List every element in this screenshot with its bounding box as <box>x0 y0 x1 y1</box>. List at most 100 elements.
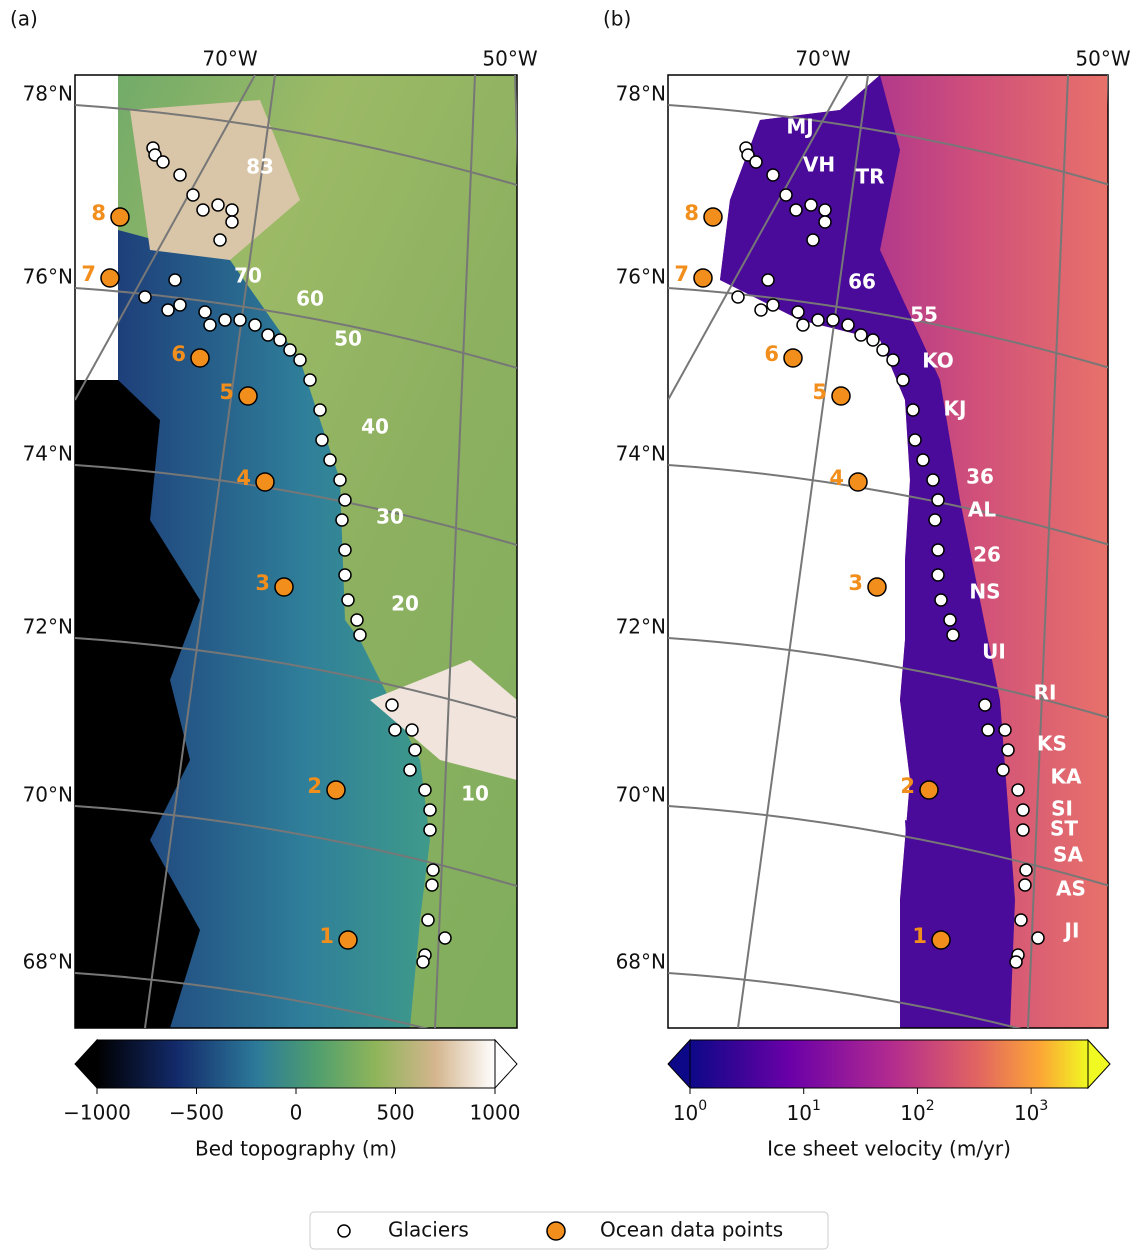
lon-label: 50°W <box>482 47 537 71</box>
ocean-label: 8 <box>91 201 106 225</box>
glacier-marker <box>273 333 287 347</box>
glacier-marker <box>761 273 775 287</box>
glacier-marker <box>998 723 1012 737</box>
glacier-marker <box>385 698 399 712</box>
ocean-point <box>931 930 951 950</box>
graticule-line <box>75 104 517 186</box>
glacier-label: 10 <box>461 782 489 806</box>
glacier-marker <box>315 433 329 447</box>
lat-label: 76°N <box>23 265 73 289</box>
glacier-marker <box>161 303 175 317</box>
ocean-label: 6 <box>171 342 186 366</box>
ocean-point <box>255 472 275 492</box>
lat-label: 68°N <box>23 950 73 974</box>
glacier-marker <box>408 743 422 757</box>
legend-label: Glaciers <box>388 1218 469 1242</box>
glacier-marker <box>749 155 763 169</box>
glacier-marker <box>225 203 239 217</box>
glacier-label: RI <box>1034 681 1057 705</box>
glacier-label: ST <box>1050 817 1078 841</box>
graticule-line <box>668 75 849 401</box>
tick-exp: 2 <box>926 1098 935 1114</box>
glacier-marker <box>796 318 810 332</box>
ocean-label: 5 <box>219 380 234 404</box>
glacier-marker <box>261 328 275 342</box>
glacier-marker <box>926 473 940 487</box>
glacier-marker <box>876 343 890 357</box>
colorbar-tick-label: 0 <box>290 1101 303 1125</box>
glacier-marker <box>338 568 352 582</box>
tick-base: 10 <box>673 1101 698 1125</box>
ocean-point <box>338 930 358 950</box>
colorbar-ext <box>74 1038 98 1090</box>
glacier-marker <box>211 198 225 212</box>
graticule-line <box>668 637 1108 719</box>
graticule-line <box>668 104 1108 186</box>
legend-label: Ocean data points <box>600 1218 783 1242</box>
glacier-marker <box>1009 955 1023 969</box>
glacier-marker <box>946 628 960 642</box>
glacier-marker <box>423 823 437 837</box>
graticule-line <box>737 75 869 1028</box>
ocean-label: 1 <box>912 924 927 948</box>
ocean-label: 3 <box>255 571 270 595</box>
glacier-marker <box>333 473 347 487</box>
colorbar-tick-label: 102 <box>900 1098 934 1125</box>
graticule <box>668 75 1108 1028</box>
glacier-marker <box>766 298 780 312</box>
lat-label: 72°N <box>23 615 73 639</box>
glacier-label: KA <box>1051 765 1082 789</box>
glacier-marker <box>323 453 337 467</box>
graticule-line <box>75 637 517 719</box>
glacier-marker <box>186 188 200 202</box>
glacier-marker <box>766 168 780 182</box>
lat-label: 76°N <box>616 265 666 289</box>
legend: Glaciers Ocean data points <box>309 1211 829 1250</box>
glacier-label: KS <box>1037 732 1067 756</box>
glacier-marker <box>1016 803 1030 817</box>
colorbar-label: Ice sheet velocity (m/yr) <box>767 1137 1011 1161</box>
glacier-marker <box>303 373 317 387</box>
glacier-marker <box>196 203 210 217</box>
map-a <box>75 75 517 1028</box>
graticule-line <box>434 75 476 1028</box>
glacier-marker <box>248 318 262 332</box>
glacier-marker <box>931 543 945 557</box>
ocean-label: 6 <box>764 342 779 366</box>
glacier-marker <box>421 913 435 927</box>
lat-label: 70°N <box>23 783 73 807</box>
graticule-line <box>144 75 276 1028</box>
glacier-marker <box>1014 913 1028 927</box>
colorbar-tick-label: 103 <box>1014 1098 1048 1125</box>
ocean-point <box>783 348 803 368</box>
glacier-marker <box>213 233 227 247</box>
glacier-marker <box>826 313 840 327</box>
glacier-marker <box>818 215 832 229</box>
glacier-marker <box>1018 878 1032 892</box>
tick-base: 10 <box>787 1101 812 1125</box>
lat-label: 78°N <box>23 82 73 106</box>
graticule <box>75 75 517 1028</box>
glacier-marker <box>908 433 922 447</box>
glacier-label: SI <box>1051 797 1073 821</box>
colorbar-tick-label: −500 <box>169 1101 224 1125</box>
glacier-marker <box>934 593 948 607</box>
glacier-label: 60 <box>296 287 324 311</box>
ocean-label: 4 <box>236 466 251 490</box>
glacier-marker <box>841 318 855 332</box>
glacier-marker <box>283 343 297 357</box>
glacier-label: 70 <box>234 264 262 288</box>
glacier-label: 50 <box>334 327 362 351</box>
glacier-marker <box>173 298 187 312</box>
glacier-marker <box>1011 783 1025 797</box>
glacier-marker <box>754 303 768 317</box>
graticule-line <box>75 805 517 887</box>
glacier-marker <box>338 543 352 557</box>
ocean-point <box>326 780 346 800</box>
glacier-label: NS <box>969 580 1000 604</box>
glacier-marker <box>168 273 182 287</box>
glacier-marker <box>981 723 995 737</box>
graticule-line <box>1027 75 1069 1028</box>
ocean-point <box>238 386 258 406</box>
